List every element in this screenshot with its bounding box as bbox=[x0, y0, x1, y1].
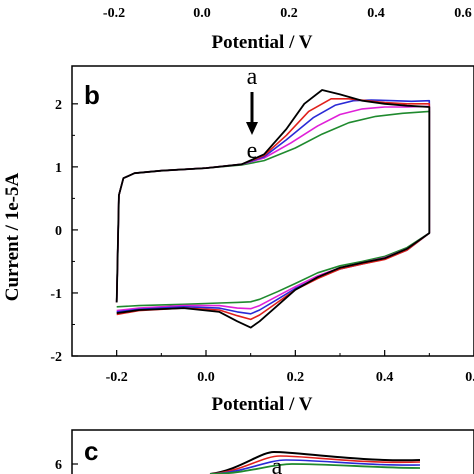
x-tick-label: 0.4 bbox=[376, 370, 394, 385]
x-tick-labels: -0.2 0.0 0.2 0.4 0.6 bbox=[106, 370, 474, 385]
cv-curve bbox=[115, 98, 431, 321]
x-tick-label: 0.2 bbox=[287, 370, 305, 385]
top-x-tick: 0.0 bbox=[193, 6, 211, 21]
y-tick-label: 2 bbox=[55, 98, 62, 113]
top-x-tick: 0.4 bbox=[367, 6, 385, 21]
cv-curve bbox=[115, 99, 431, 315]
top-panel-fragment: -0.2 0.0 0.2 0.4 0.6 Potential / V bbox=[103, 6, 472, 53]
bottom-annotation: a bbox=[272, 454, 283, 474]
y-tick-label: -1 bbox=[50, 287, 62, 302]
top-x-tick: -0.2 bbox=[103, 6, 125, 21]
annotation-arrow-head bbox=[246, 122, 258, 135]
series-group bbox=[115, 89, 431, 329]
bottom-curve-black bbox=[209, 450, 421, 474]
annotation-bottom-label: e bbox=[247, 138, 258, 164]
cv-curve bbox=[115, 89, 431, 329]
bottom-curve-blue bbox=[209, 459, 421, 474]
y-axis-label: Current / 1e-5A bbox=[2, 173, 23, 302]
y-tick-label: -2 bbox=[50, 350, 62, 365]
y-tick-labels: -2 -1 0 1 2 bbox=[50, 98, 62, 365]
bottom-curve-green bbox=[209, 463, 421, 474]
top-x-tick: 0.2 bbox=[280, 6, 298, 21]
x-tick-label: 0.6 bbox=[465, 370, 474, 385]
x-axis-label: Potential / V bbox=[212, 394, 313, 415]
bottom-curve-red bbox=[209, 455, 421, 474]
y-tick-label: 0 bbox=[55, 224, 62, 239]
y-tick-label: 1 bbox=[55, 161, 62, 176]
top-x-tick: 0.6 bbox=[454, 6, 472, 21]
bottom-y-tick-label: 6 bbox=[55, 458, 62, 473]
annotation-top-label: a bbox=[247, 64, 258, 90]
panel-b: -2 -1 0 1 2 -0.2 0.0 0.2 0.4 0.6 b a e Potential… bbox=[2, 64, 474, 415]
cv-curve bbox=[115, 110, 431, 308]
panel-label-c: c bbox=[84, 436, 98, 466]
bottom-panel-fragment: c 6 a bbox=[55, 429, 474, 474]
cv-curve bbox=[115, 105, 431, 312]
x-tick-label: -0.2 bbox=[106, 370, 128, 385]
top-x-axis-label: Potential / V bbox=[212, 32, 313, 53]
plot-frame bbox=[71, 65, 474, 357]
axis-ticks bbox=[72, 103, 474, 357]
x-tick-label: 0.0 bbox=[197, 370, 215, 385]
bottom-plot-frame bbox=[71, 429, 474, 474]
panel-label-b: b bbox=[84, 80, 100, 110]
